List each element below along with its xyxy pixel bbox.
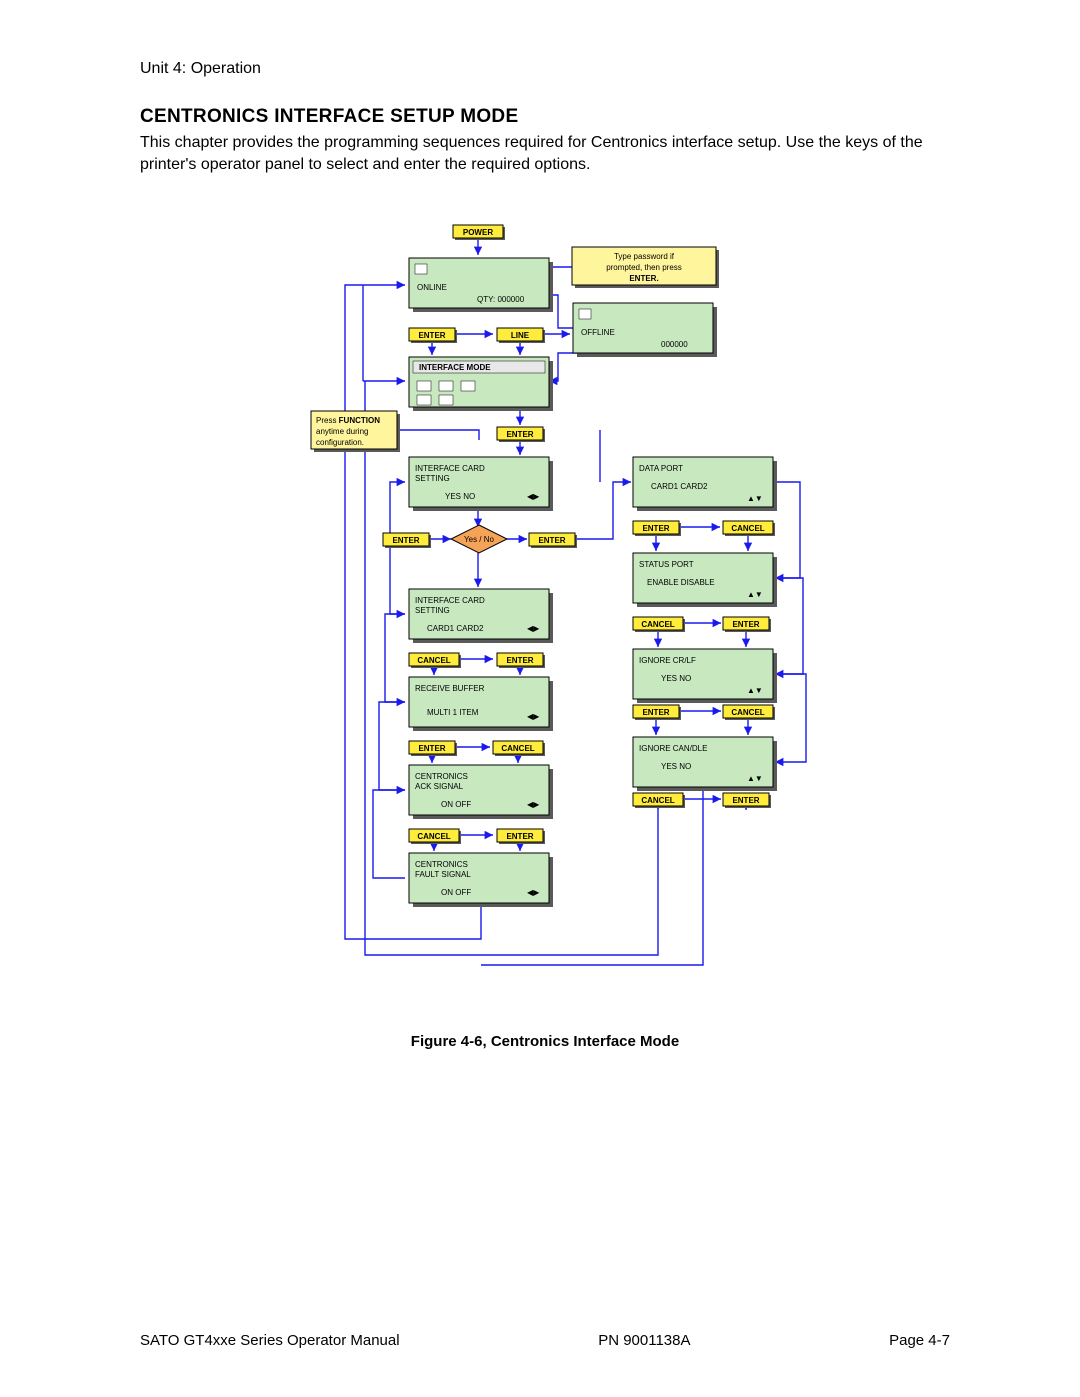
svg-text:ONLINE: ONLINE xyxy=(417,283,447,292)
svg-text:configuration.: configuration. xyxy=(316,438,364,447)
svg-text:anytime during: anytime during xyxy=(316,427,368,436)
svg-text:▲▼: ▲▼ xyxy=(747,686,763,695)
svg-text:prompted, then press: prompted, then press xyxy=(606,263,682,272)
svg-text:STATUS PORT: STATUS PORT xyxy=(639,560,694,569)
unit-header: Unit 4: Operation xyxy=(140,60,950,78)
svg-text:CENTRONICS: CENTRONICS xyxy=(415,860,468,869)
svg-text:CARD1 CARD2: CARD1 CARD2 xyxy=(427,624,484,633)
svg-text:▲▼: ▲▼ xyxy=(747,774,763,783)
svg-text:IGNORE CAN/DLE: IGNORE CAN/DLE xyxy=(639,744,707,753)
svg-text:CANCEL: CANCEL xyxy=(641,796,674,805)
svg-text:Press FUNCTION: Press FUNCTION xyxy=(316,416,380,425)
svg-text:CANCEL: CANCEL xyxy=(501,744,534,753)
svg-text:INTERFACE CARD: INTERFACE CARD xyxy=(415,464,485,473)
svg-text:SETTING: SETTING xyxy=(415,474,450,483)
svg-text:ACK SIGNAL: ACK SIGNAL xyxy=(415,782,464,791)
svg-text:ENTER: ENTER xyxy=(732,796,759,805)
svg-text:ENTER: ENTER xyxy=(506,832,533,841)
svg-text:CANCEL: CANCEL xyxy=(641,620,674,629)
footer-right: Page 4-7 xyxy=(889,1332,950,1349)
svg-text:ENTER: ENTER xyxy=(418,331,445,340)
svg-text:ENTER: ENTER xyxy=(538,536,565,545)
svg-text:▲▼: ▲▼ xyxy=(747,494,763,503)
svg-text:SETTING: SETTING xyxy=(415,606,450,615)
svg-text:DATA PORT: DATA PORT xyxy=(639,464,683,473)
svg-text:IGNORE CR/LF: IGNORE CR/LF xyxy=(639,656,696,665)
svg-text:POWER: POWER xyxy=(463,228,493,237)
svg-text:Type password if: Type password if xyxy=(614,252,675,261)
svg-text:ENTER: ENTER xyxy=(732,620,759,629)
svg-text:ENTER: ENTER xyxy=(506,430,533,439)
svg-text:LINE: LINE xyxy=(511,331,530,340)
section-title: CENTRONICS INTERFACE SETUP MODE xyxy=(140,106,950,128)
svg-text:◀▶: ◀▶ xyxy=(527,888,540,897)
svg-text:CANCEL: CANCEL xyxy=(731,524,764,533)
svg-text:ENTER: ENTER xyxy=(392,536,419,545)
section-body: This chapter provides the programming se… xyxy=(140,132,950,175)
svg-text:INTERFACE MODE: INTERFACE MODE xyxy=(419,363,491,372)
svg-text:MULTI 1 ITEM: MULTI 1 ITEM xyxy=(427,708,479,717)
svg-text:◀▶: ◀▶ xyxy=(527,624,540,633)
svg-text:INTERFACE CARD: INTERFACE CARD xyxy=(415,596,485,605)
svg-text:ENTER: ENTER xyxy=(418,744,445,753)
svg-text:CANCEL: CANCEL xyxy=(417,832,450,841)
footer-center: PN 9001138A xyxy=(598,1332,690,1349)
svg-text:ENABLE DISABLE: ENABLE DISABLE xyxy=(647,578,715,587)
svg-text:QTY: 000000: QTY: 000000 xyxy=(477,295,525,304)
svg-text:CENTRONICS: CENTRONICS xyxy=(415,772,468,781)
svg-text:ENTER: ENTER xyxy=(642,524,669,533)
svg-text:YES NO: YES NO xyxy=(661,674,691,683)
svg-text:◀▶: ◀▶ xyxy=(527,800,540,809)
svg-text:ENTER.: ENTER. xyxy=(629,274,658,283)
svg-text:▲▼: ▲▼ xyxy=(747,590,763,599)
svg-text:◀▶: ◀▶ xyxy=(527,492,540,501)
svg-text:Yes / No: Yes / No xyxy=(464,535,494,544)
svg-text:FAULT SIGNAL: FAULT SIGNAL xyxy=(415,870,471,879)
svg-text:YES NO: YES NO xyxy=(445,492,475,501)
svg-text:YES NO: YES NO xyxy=(661,762,691,771)
svg-text:OFFLINE: OFFLINE xyxy=(581,328,615,337)
figure-caption: Figure 4-6, Centronics Interface Mode xyxy=(140,1033,950,1050)
svg-text:ENTER: ENTER xyxy=(642,708,669,717)
svg-text:000000: 000000 xyxy=(661,340,688,349)
footer-left: SATO GT4xxe Series Operator Manual xyxy=(140,1332,400,1349)
svg-text:CARD1 CARD2: CARD1 CARD2 xyxy=(651,482,708,491)
svg-text:ON OFF: ON OFF xyxy=(441,888,471,897)
svg-text:ENTER: ENTER xyxy=(506,656,533,665)
svg-text:ON OFF: ON OFF xyxy=(441,800,471,809)
svg-text:CANCEL: CANCEL xyxy=(417,656,450,665)
flowchart-svg: ONLINE QTY: 000000 OFFLINE 000000 INTERFACE … xyxy=(245,215,845,1005)
svg-text:◀▶: ◀▶ xyxy=(527,712,540,721)
svg-text:RECEIVE BUFFER: RECEIVE BUFFER xyxy=(415,684,485,693)
svg-text:CANCEL: CANCEL xyxy=(731,708,764,717)
